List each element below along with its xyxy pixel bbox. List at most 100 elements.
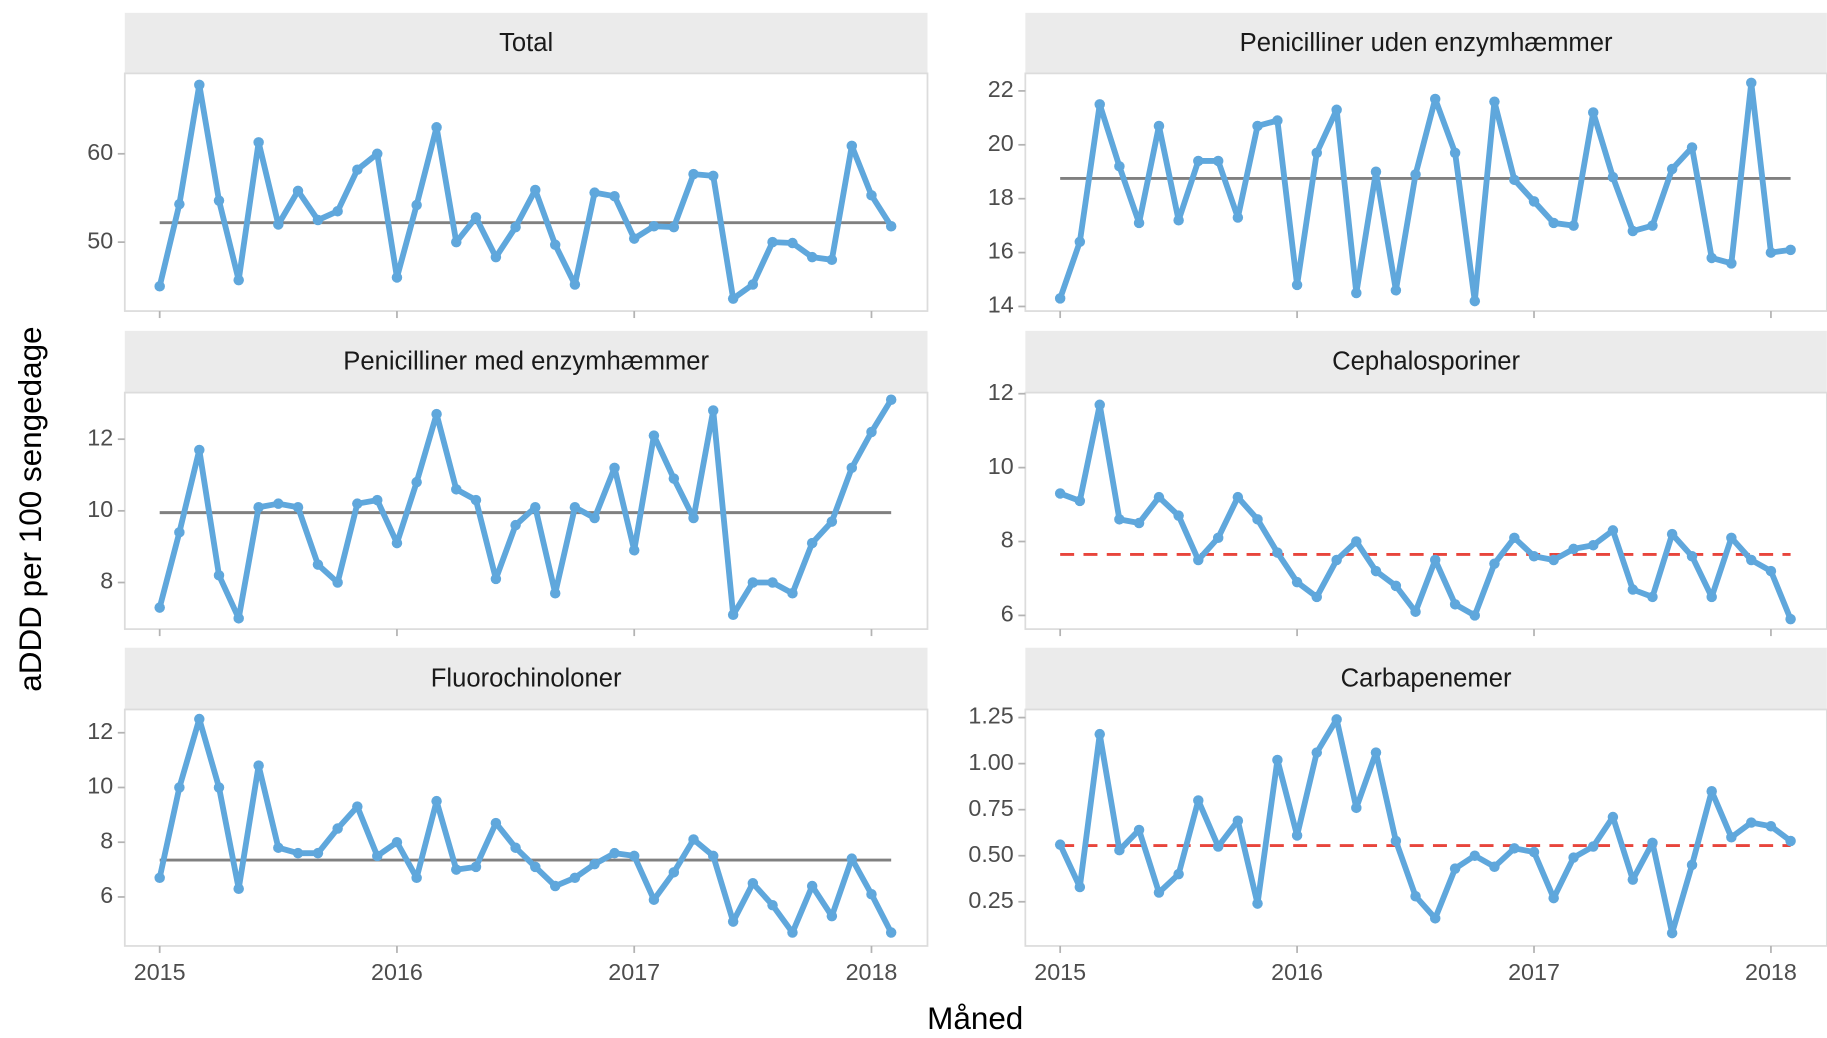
y-tick-label: 60 xyxy=(87,139,113,165)
point xyxy=(490,573,502,585)
point xyxy=(846,853,858,864)
point xyxy=(1351,536,1362,547)
y-tick-label: 12 xyxy=(988,379,1014,405)
point xyxy=(352,498,363,509)
point xyxy=(1449,863,1461,874)
y-tick-label: 1.25 xyxy=(968,703,1013,729)
point xyxy=(549,880,561,892)
point xyxy=(174,782,185,793)
point xyxy=(174,527,185,538)
point xyxy=(470,212,482,223)
point xyxy=(332,577,343,588)
facet: Penicilliner uden enzymhæmmer 14 16 18 20 22 xyxy=(988,12,1827,319)
point xyxy=(1509,174,1520,186)
point xyxy=(727,609,739,621)
point xyxy=(767,899,778,911)
point xyxy=(1074,236,1086,248)
point xyxy=(1627,874,1639,885)
point xyxy=(1746,554,1757,566)
point xyxy=(668,867,680,878)
point xyxy=(885,220,897,232)
point xyxy=(1726,532,1737,544)
point xyxy=(391,272,403,283)
point xyxy=(470,494,482,506)
point xyxy=(1568,220,1579,231)
point xyxy=(648,894,660,905)
point xyxy=(1173,510,1184,521)
strip-background xyxy=(124,647,928,710)
point xyxy=(1272,115,1283,126)
point xyxy=(273,498,284,509)
point xyxy=(273,842,284,853)
point xyxy=(1726,258,1737,269)
point xyxy=(1094,399,1105,411)
point xyxy=(1686,859,1698,871)
point xyxy=(589,187,600,198)
point xyxy=(668,473,680,484)
point xyxy=(1311,591,1322,603)
point xyxy=(510,519,521,531)
panel-border xyxy=(123,72,929,312)
point xyxy=(1509,532,1520,544)
point xyxy=(490,251,502,263)
point xyxy=(688,834,699,845)
point xyxy=(213,570,225,581)
strip-background xyxy=(1025,647,1827,710)
point xyxy=(1212,532,1224,544)
point xyxy=(1193,155,1204,167)
y-tick-label: 6 xyxy=(1001,601,1014,627)
point xyxy=(1291,279,1303,291)
point xyxy=(1765,565,1777,577)
point xyxy=(806,880,818,892)
facet: Fluorochinoloner 6 8 10 12 2015 2016 2017 2018 xyxy=(87,647,929,985)
point xyxy=(1212,841,1224,852)
point xyxy=(1666,927,1678,939)
point xyxy=(609,462,620,474)
strip-title: Carbapenemer xyxy=(1341,665,1512,693)
point xyxy=(1094,99,1105,110)
point xyxy=(826,254,838,266)
facet: Cephalosporiner 6 8 10 12 xyxy=(988,330,1827,637)
y-tick-label: 14 xyxy=(988,292,1014,318)
x-tick-label: 2015 xyxy=(134,959,186,985)
point xyxy=(1489,861,1500,873)
strip-title: Penicilliner med enzymhæmmer xyxy=(343,348,709,376)
point xyxy=(549,239,561,251)
point xyxy=(668,221,680,233)
point xyxy=(1647,220,1658,231)
point xyxy=(1785,613,1796,625)
point xyxy=(1133,217,1145,229)
point xyxy=(1528,551,1540,562)
point xyxy=(589,858,600,870)
panel-border xyxy=(1024,72,1827,312)
point xyxy=(1074,881,1086,893)
point xyxy=(1746,817,1757,828)
line xyxy=(156,81,894,302)
point xyxy=(1429,913,1441,924)
point xyxy=(707,850,719,862)
point xyxy=(194,79,205,91)
point xyxy=(372,850,383,862)
point xyxy=(391,537,403,549)
point xyxy=(609,190,620,202)
point xyxy=(806,251,818,263)
point xyxy=(1568,543,1579,555)
point xyxy=(1054,839,1066,850)
point xyxy=(1726,832,1737,843)
point xyxy=(391,836,403,848)
y-tick-label: 0.75 xyxy=(968,795,1013,821)
point xyxy=(1291,576,1303,588)
point xyxy=(1370,166,1382,177)
point xyxy=(1686,142,1698,153)
point xyxy=(372,148,383,160)
point xyxy=(747,577,759,588)
point xyxy=(1114,514,1125,525)
y-tick-label: 8 xyxy=(1001,527,1014,553)
x-tick-label: 2016 xyxy=(371,959,423,985)
point xyxy=(727,916,739,927)
point xyxy=(1449,147,1461,159)
y-tick-label: 12 xyxy=(87,718,113,744)
point xyxy=(352,164,363,175)
point xyxy=(707,405,719,416)
